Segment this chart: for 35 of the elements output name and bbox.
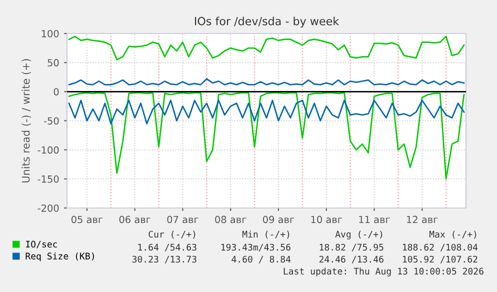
text: Min (-/+) xyxy=(242,230,290,239)
text: 4.60 / 8.84 xyxy=(232,256,291,264)
x-tick-label: 07 авг xyxy=(167,216,198,224)
x-tick-label: 11 авг xyxy=(359,216,390,224)
text: 30.23 /13.73 xyxy=(132,256,196,264)
text: Avg (-/+) xyxy=(335,230,382,240)
x-tick-label: 09 авг xyxy=(262,216,294,224)
text: Max (-/+) xyxy=(429,230,476,239)
chart-title: IOs for /dev/sda - by week xyxy=(195,16,340,28)
y-tick-label: 100 xyxy=(42,30,59,38)
legend-label: Req Size (KB) xyxy=(26,252,94,262)
line-series xyxy=(68,36,465,60)
line-series xyxy=(68,92,465,180)
y-tick-label: 0 xyxy=(54,88,59,96)
y-tick-label: -200 xyxy=(38,204,59,212)
y-tick-label: -100 xyxy=(38,146,59,154)
text: Cur (-/+) xyxy=(148,230,196,239)
legend-label: IO/sec xyxy=(26,240,58,248)
text: 18.82 /75.95 xyxy=(320,244,384,252)
text: Last update: Thu Aug 13 10:00:05 2026 xyxy=(284,268,484,276)
x-tick-label: 05 авг xyxy=(71,216,103,224)
y-axis-title: Units read (-) / write (+) xyxy=(22,59,31,182)
x-tick-label: 06 авг xyxy=(119,216,150,224)
x-tick-label: 08 авг xyxy=(215,216,246,224)
x-tick-label: 12 авг xyxy=(407,216,438,224)
text: 105.92 /107.62 xyxy=(402,256,478,264)
x-tick-label: 10 авг xyxy=(311,216,342,224)
text: 1.64 /54.63 xyxy=(138,244,196,252)
y-tick-label: 50 xyxy=(48,59,59,66)
text: 24.46 /13.46 xyxy=(319,256,384,264)
text: 193.43m/43.56 xyxy=(221,244,290,252)
line-series xyxy=(68,100,465,124)
y-tick-label: -150 xyxy=(38,175,59,183)
y-tick-label: -50 xyxy=(44,117,59,125)
text: 188.62 /108.04 xyxy=(402,244,478,252)
